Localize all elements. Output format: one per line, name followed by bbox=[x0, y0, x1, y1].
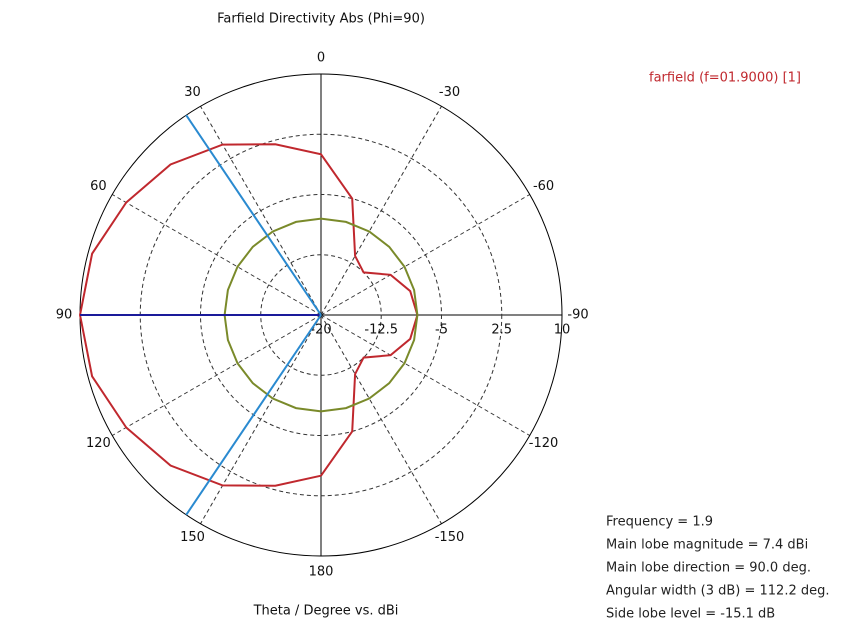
info-line: Side lobe level = -15.1 dB bbox=[606, 607, 775, 622]
angle-tick-label: 150 bbox=[180, 530, 205, 545]
legend-entry: farfield (f=01.9000) [1] bbox=[649, 71, 801, 86]
info-line: Main lobe direction = 90.0 deg. bbox=[606, 561, 811, 576]
angle-tick-label: 30 bbox=[184, 85, 201, 100]
info-line: Angular width (3 dB) = 112.2 deg. bbox=[606, 584, 830, 599]
radial-tick-label: -5 bbox=[435, 323, 448, 338]
info-panel: Frequency = 1.9 Main lobe magnitude = 7.4… bbox=[606, 515, 830, 622]
info-line: Main lobe magnitude = 7.4 dBi bbox=[606, 538, 808, 553]
grid-ring bbox=[260, 254, 382, 376]
x-axis-label: Theta / Degree vs. dBi bbox=[253, 604, 399, 619]
info-line: Frequency = 1.9 bbox=[606, 515, 713, 530]
angle-tick-label: -120 bbox=[529, 436, 559, 451]
angle-tick-label: -60 bbox=[533, 179, 554, 194]
series-line bbox=[223, 217, 419, 413]
angle-tick-label: 0 bbox=[317, 51, 325, 66]
series-line bbox=[78, 143, 419, 487]
angle-tick-label: 120 bbox=[86, 436, 111, 451]
angle-tick-label: -30 bbox=[439, 85, 460, 100]
radial-tick-label: 2.5 bbox=[491, 323, 512, 338]
angle-tick-label: -90 bbox=[567, 308, 588, 323]
direction-marker bbox=[185, 114, 322, 316]
direction-marker bbox=[185, 314, 322, 516]
angle-tick-label: 60 bbox=[90, 179, 107, 194]
chart-title: Farfield Directivity Abs (Phi=90) bbox=[217, 12, 425, 27]
radial-tick-label: -12.5 bbox=[364, 323, 398, 338]
radial-tick-label: -20 bbox=[310, 323, 331, 338]
angle-tick-label: -150 bbox=[435, 530, 465, 545]
angle-tick-label: 90 bbox=[56, 308, 73, 323]
angle-tick-label: 180 bbox=[309, 565, 334, 580]
radial-tick-label: 10 bbox=[554, 323, 571, 338]
